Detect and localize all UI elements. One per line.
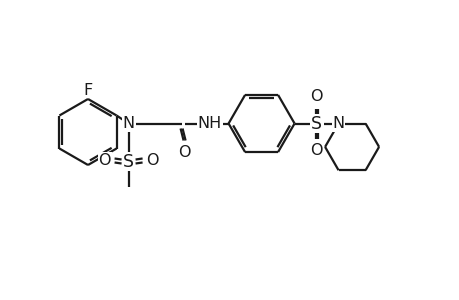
Text: S: S	[123, 152, 134, 170]
Text: O: O	[146, 153, 158, 168]
Text: S: S	[310, 115, 321, 133]
Text: NH: NH	[197, 116, 221, 131]
Text: O: O	[310, 143, 322, 158]
Text: O: O	[98, 153, 111, 168]
Text: O: O	[310, 89, 322, 104]
Text: N: N	[332, 116, 344, 131]
Text: F: F	[83, 82, 92, 98]
Text: N: N	[122, 116, 134, 131]
Text: O: O	[178, 145, 190, 160]
